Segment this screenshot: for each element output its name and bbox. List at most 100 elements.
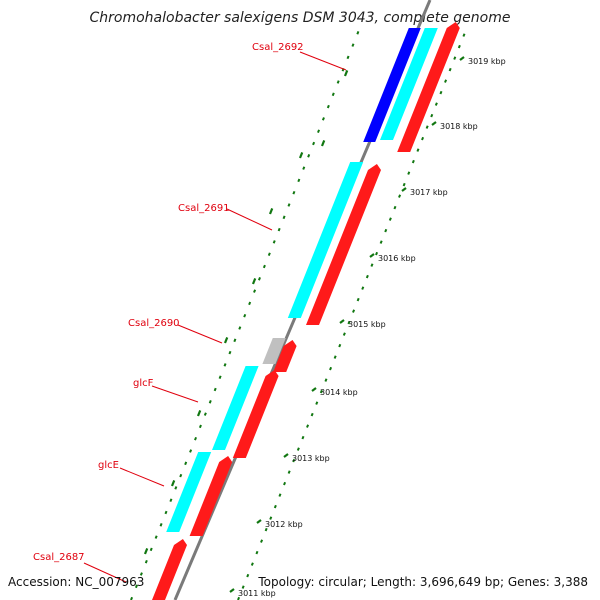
gc-content-track (237, 33, 466, 600)
gc-dash (251, 278, 257, 285)
gc-dot (164, 510, 168, 515)
cds-forward[interactable] (397, 22, 460, 152)
gc-dot (296, 447, 300, 451)
gc-dot (439, 90, 443, 95)
scale-tick (229, 588, 235, 593)
cds-other[interactable] (363, 28, 421, 142)
gc-dot (287, 203, 291, 207)
gc-dot (255, 550, 259, 555)
gene-label[interactable]: Csal_2691 (178, 203, 230, 214)
gc-dot (421, 136, 425, 141)
gc-dot (352, 309, 356, 313)
gc-dot (321, 117, 325, 121)
feature-track[interactable] (148, 22, 460, 600)
gc-dot (301, 435, 305, 440)
gc-dot (179, 473, 183, 478)
gc-dot (257, 277, 261, 281)
scale-tick (256, 519, 262, 524)
gc-dot (312, 141, 316, 146)
gc-dot (297, 178, 301, 183)
cds-reverse[interactable] (212, 366, 259, 450)
gc-dot (250, 562, 254, 566)
scale-label: 3019 kbp (468, 57, 506, 66)
gc-dot (336, 80, 340, 84)
gc-dash (320, 140, 326, 147)
gc-dash (170, 480, 176, 487)
gc-dot (278, 493, 282, 497)
scale-tick (431, 121, 437, 126)
gc-dot (388, 217, 392, 221)
gene-label[interactable]: glcE (98, 460, 119, 471)
gc-dot (444, 79, 448, 83)
gc-dot (149, 547, 153, 552)
gc-dot (223, 363, 227, 367)
cds-forward[interactable] (306, 164, 381, 325)
cds-reverse[interactable] (380, 28, 438, 140)
gc-dot (351, 43, 355, 47)
scale-label: 3017 kbp (410, 188, 448, 197)
gc-dot (361, 286, 365, 290)
scale-label: 3015 kbp (348, 320, 386, 329)
gc-dot (370, 263, 374, 267)
gene-label[interactable]: Csal_2690 (128, 318, 180, 329)
gc-dot (277, 227, 281, 232)
label-leader-line (119, 467, 165, 487)
gc-dot (411, 159, 415, 164)
gc-dot (262, 264, 266, 269)
gc-dot (253, 289, 257, 293)
gc-dot (434, 102, 438, 106)
cds-forward[interactable] (148, 539, 187, 600)
gc-dash (268, 208, 274, 215)
gc-dot (317, 129, 321, 133)
gc-dot (269, 516, 273, 520)
label-leader-line (177, 324, 223, 344)
accession-text: Accession: NC_007963 (8, 575, 145, 589)
gc-dot (238, 326, 242, 330)
gc-dot (365, 274, 369, 279)
gene-label[interactable]: Csal_2687 (33, 552, 85, 563)
gc-dot (393, 205, 397, 210)
gene-label[interactable]: glcF (133, 378, 154, 389)
genome-stats: Topology: circular; Length: 3,696,649 bp… (258, 575, 588, 589)
cds-reverse[interactable] (166, 452, 212, 532)
gc-dot (292, 458, 296, 463)
gc-dot (194, 436, 198, 441)
label-leader-line (83, 562, 127, 583)
gene-labels: Csal_2692 Csal_2691 Csal_2690 glcF glcE Csal_… (33, 42, 347, 583)
gc-dot (248, 301, 252, 306)
gc-dot (448, 67, 452, 72)
gc-dot (198, 424, 202, 429)
gc-dot (169, 498, 173, 502)
cds-reverse[interactable] (287, 162, 364, 318)
gc-dot (315, 401, 319, 405)
cds-forward[interactable] (232, 370, 279, 458)
gc-dot (453, 56, 457, 60)
scale-label: 3016 kbp (378, 254, 416, 263)
gc-dot (213, 387, 217, 392)
gc-dot (174, 486, 178, 490)
gc-dot (208, 400, 212, 404)
gc-dot (310, 412, 314, 417)
gc-dot (282, 215, 286, 220)
cds-forward[interactable] (189, 456, 233, 536)
gc-dot (329, 366, 333, 371)
gc-dot (462, 33, 466, 37)
label-leader-line (151, 385, 199, 403)
gene-label[interactable]: Csal_2692 (252, 42, 304, 53)
gc-dash (223, 337, 229, 344)
scale-tick (401, 187, 407, 192)
gc-dot (139, 572, 143, 576)
gc-dot (184, 461, 188, 466)
gc-dot (228, 350, 232, 355)
pseudo-gene[interactable] (262, 338, 286, 364)
gc-dot (338, 343, 342, 348)
scale-label: 3018 kbp (440, 122, 478, 131)
cds-forward[interactable] (273, 340, 297, 372)
gc-dot (292, 190, 296, 195)
gc-dot (416, 148, 420, 152)
gc-dash (298, 152, 304, 159)
gc-dot (375, 251, 379, 256)
genome-title: Chromohalobacter salexigens DSM 3043, co… (89, 10, 511, 26)
gc-dot (379, 240, 383, 244)
